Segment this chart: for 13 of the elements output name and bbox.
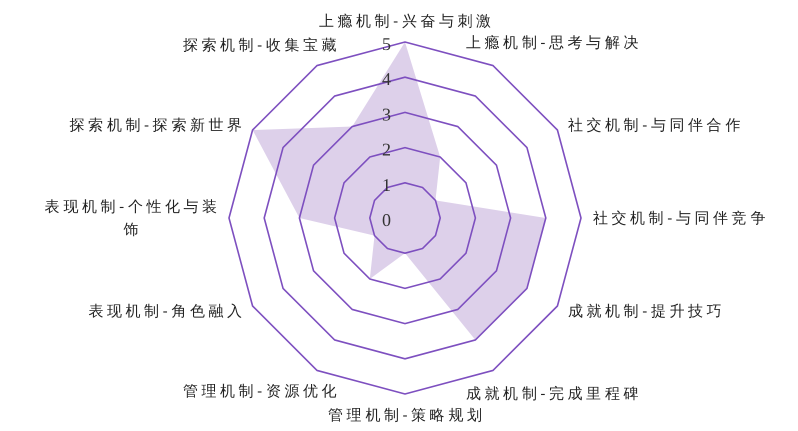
spoke-label: 社交机制-与同伴合作 bbox=[568, 116, 744, 134]
spoke-label: 管理机制-资源优化 bbox=[182, 382, 340, 400]
spoke-label: 上瘾机制-思考与解决 bbox=[466, 34, 642, 52]
y-tick-label: 0 bbox=[382, 210, 391, 230]
spoke-label: 成就机制-完成里程碑 bbox=[466, 384, 642, 402]
spoke-label: 管理机制-策略规划 bbox=[328, 406, 486, 424]
spoke-label: 表现机制-个性化与装饰 bbox=[44, 198, 221, 238]
spoke-label: 成就机制-提升技巧 bbox=[568, 302, 726, 320]
spoke-label: 探索机制-收集宝藏 bbox=[182, 36, 340, 54]
spoke-label: 上瘾机制-兴奋与刺激 bbox=[318, 12, 495, 30]
spoke-label: 探索机制-探索新世界 bbox=[70, 116, 246, 134]
spoke-label: 社交机制-与同伴竞争 bbox=[592, 209, 769, 227]
spoke-label: 表现机制-角色融入 bbox=[88, 302, 246, 320]
